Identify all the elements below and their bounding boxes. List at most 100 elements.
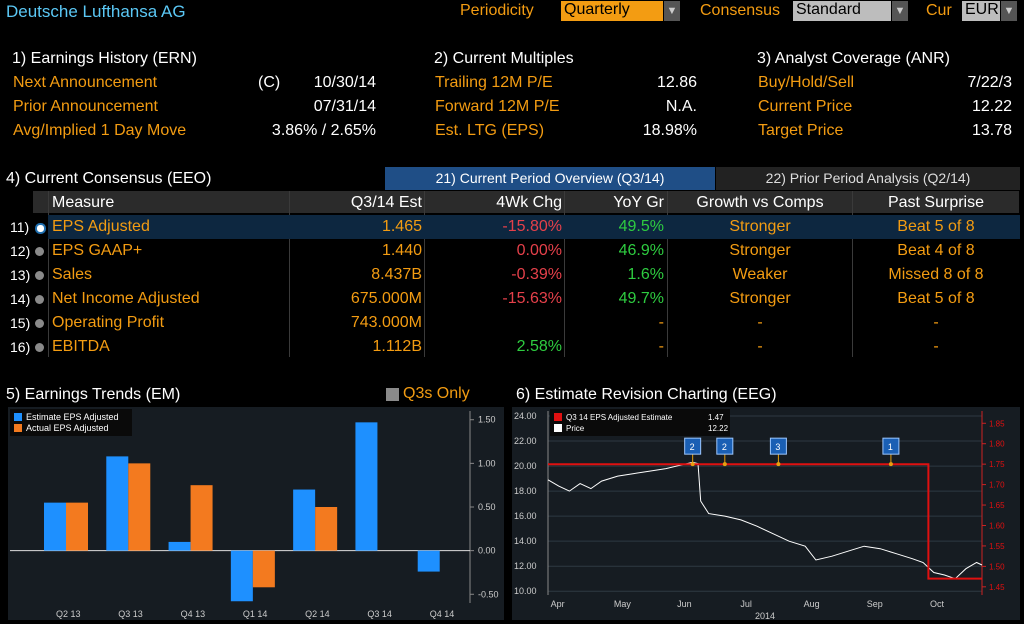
table-row-number[interactable]: 12) [10,243,31,259]
security-title: Deutsche Lufthansa AG [6,2,186,21]
column-header-growth[interactable]: Growth vs Comps [696,194,824,211]
y-right-tick-label: 1.70 [989,481,1005,490]
revision-marker-label: 2 [722,442,727,452]
y-left-tick-label: 20.00 [514,461,537,471]
revision-marker-label: 1 [888,442,893,452]
table-row-number[interactable]: 15) [10,315,31,331]
currency-dropdown[interactable]: EUR [962,1,1000,21]
multiples-label-forward: Forward 12M P/E [435,98,560,115]
row-selector-radio[interactable] [35,247,44,256]
anr-label-price: Current Price [758,98,853,115]
consensus-chevron-down-icon[interactable]: ▼ [892,1,908,21]
y-right-tick-label: 1.75 [989,460,1005,469]
table-cell-surprise: - [933,314,939,331]
table-header [33,191,1019,213]
bar-estimate [168,541,191,551]
column-header-yoy[interactable]: YoY Gr [613,194,664,211]
table-cell-yoy: 1.6% [627,266,664,283]
table-cell-yoy: 49.5% [618,218,664,235]
table-row-number[interactable]: 11) [10,219,30,235]
x-tick-label: Jun [677,599,692,609]
x-tick-label: Q4 13 [181,609,206,619]
table-cell-measure[interactable]: EBITDA [52,338,110,355]
multiples-value-forward: N.A. [665,98,697,115]
periodicity-chevron-down-icon[interactable]: ▼ [664,1,680,21]
table-cell-growth: Weaker [732,266,788,283]
multiples-heading[interactable]: 2) Current Multiples [434,50,574,67]
revision-marker-dot [690,462,695,467]
column-header-est[interactable]: Q3/14 Est [350,194,422,211]
table-cell-est: 1.440 [381,242,422,259]
table-row-number[interactable]: 16) [10,339,31,355]
column-divider [424,191,425,357]
q3s-only-label[interactable]: Q3s Only [403,385,470,402]
ern-heading[interactable]: 1) Earnings History (ERN) [12,50,197,67]
price-series-line [547,461,983,580]
table-row-highlight[interactable] [48,215,1020,239]
x-tick-label: Q3 13 [118,609,143,619]
table-cell-measure[interactable]: Sales [52,266,93,283]
anr-heading[interactable]: 3) Analyst Coverage (ANR) [757,50,950,67]
table-cell-surprise: Beat 5 of 8 [897,290,975,307]
table-cell-4wk-chg: -15.63% [502,290,562,307]
revision-marker-dot [722,462,727,467]
periodicity-label: Periodicity [460,2,534,19]
ern-flag-next: (C) [258,74,281,91]
q3s-only-checkbox[interactable] [386,388,399,401]
y-left-tick-label: 16.00 [514,511,537,521]
row-selector-radio[interactable] [35,319,44,328]
em-heading[interactable]: 5) Earnings Trends (EM) [6,386,181,403]
periodicity-dropdown[interactable]: Quarterly [561,1,663,21]
tab-prior-period[interactable]: 22) Prior Period Analysis (Q2/14) [716,167,1020,190]
legend-value: 1.47 [708,413,724,422]
y-left-tick-label: 24.00 [514,411,537,421]
y-left-tick-label: 14.00 [514,536,537,546]
column-header-measure[interactable]: Measure [52,194,115,211]
multiples-value-ltg: 18.98% [642,122,697,139]
y-tick-label: 0.50 [478,502,496,512]
bar-actual [128,463,151,551]
table-cell-growth: - [757,314,763,331]
table-cell-surprise: Beat 5 of 8 [897,218,975,235]
table-cell-measure[interactable]: EPS GAAP+ [52,242,143,259]
table-row-number[interactable]: 13) [10,267,31,283]
column-header-surprise[interactable]: Past Surprise [887,194,985,211]
y-right-tick-label: 1.45 [989,583,1005,592]
revision-marker-badge [882,437,900,455]
consensus-dropdown[interactable]: Standard [793,1,891,21]
revision-marker-badge [684,437,702,455]
y-right-tick-label: 1.85 [989,419,1005,428]
x-tick-label: Q3 14 [367,609,392,619]
row-selector-radio[interactable] [35,271,44,280]
bar-estimate [44,502,66,551]
eeo-heading[interactable]: 4) Current Consensus (EEO) [6,170,212,187]
bar-actual [252,550,275,588]
bar-estimate [355,422,378,551]
row-selector-radio[interactable] [35,295,44,304]
table-cell-est: 743.000M [350,314,422,331]
revision-marker-dot [888,462,893,467]
row-selector-radio[interactable] [35,343,44,352]
currency-chevron-down-icon[interactable]: ▼ [1001,1,1017,21]
table-cell-est: 1.112B [372,338,422,355]
table-cell-measure[interactable]: EPS Adjusted [52,218,150,235]
y-tick-label: 0.00 [478,546,496,556]
table-cell-surprise: Beat 4 of 8 [897,242,975,259]
estimate-revision-chart: 24.00 22.00 20.00 18.00 16.00 14.00 12.00 10.00… [512,407,1020,620]
ern-label-next: Next Announcement [13,74,158,91]
table-cell-measure[interactable]: Net Income Adjusted [52,290,200,307]
legend-box [10,409,132,436]
table-cell-yoy: 49.7% [618,290,664,307]
eeg-heading[interactable]: 6) Estimate Revision Charting (EEG) [516,386,777,403]
multiples-value-trailing: 12.86 [656,74,697,91]
tab-current-period[interactable]: 21) Current Period Overview (Q3/14) [385,167,715,190]
ern-value-move: 3.86% / 2.65% [271,122,376,139]
ern-value-prior: 07/31/14 [313,98,376,115]
table-cell-measure[interactable]: Operating Profit [52,314,165,331]
table-row-number[interactable]: 14) [10,291,31,307]
consensus-label: Consensus [700,2,781,19]
table-cell-4wk-chg: 2.58% [516,338,562,355]
row-selector-radio[interactable] [35,223,46,234]
y-left-tick-label: 18.00 [514,486,537,496]
column-header-4wk[interactable]: 4Wk Chg [496,194,562,211]
